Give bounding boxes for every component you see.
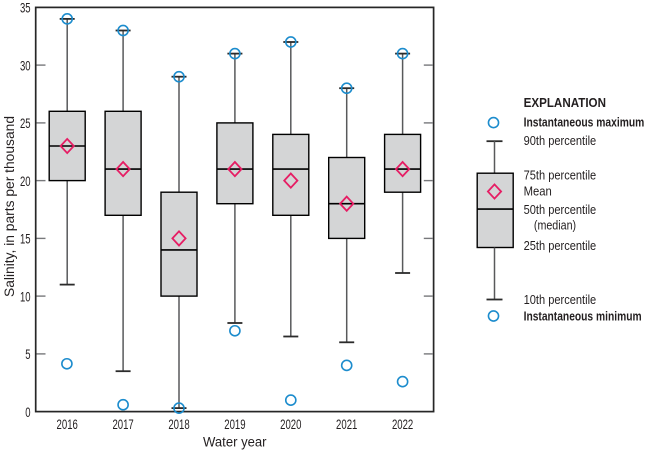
svg-text:20: 20 (20, 173, 31, 189)
svg-text:0: 0 (25, 404, 30, 420)
svg-text:75th percentile: 75th percentile (524, 169, 597, 183)
svg-text:25: 25 (20, 115, 31, 131)
svg-text:2017: 2017 (112, 416, 133, 432)
svg-text:25th percentile: 25th percentile (524, 239, 597, 253)
svg-text:30: 30 (20, 57, 31, 73)
svg-text:(median): (median) (534, 219, 576, 233)
svg-text:5: 5 (25, 346, 30, 362)
svg-text:50th percentile: 50th percentile (524, 203, 597, 217)
svg-text:Water year: Water year (203, 435, 267, 450)
svg-text:15: 15 (20, 231, 31, 247)
svg-text:2022: 2022 (392, 416, 413, 432)
svg-text:2016: 2016 (57, 416, 78, 432)
svg-text:10: 10 (20, 288, 31, 304)
svg-text:Instantaneous maximum: Instantaneous maximum (524, 116, 645, 130)
svg-text:90th percentile: 90th percentile (524, 134, 597, 148)
svg-text:35: 35 (20, 0, 31, 16)
svg-text:2019: 2019 (224, 416, 245, 432)
svg-text:EXPLANATION: EXPLANATION (524, 96, 606, 110)
svg-text:10th percentile: 10th percentile (524, 293, 597, 307)
svg-text:2018: 2018 (168, 416, 189, 432)
svg-text:Instantaneous minimum: Instantaneous minimum (524, 310, 642, 324)
svg-text:Mean: Mean (524, 185, 552, 199)
svg-text:2020: 2020 (280, 416, 301, 432)
svg-text:2021: 2021 (336, 416, 357, 432)
svg-text:Salinity, in parts per thousan: Salinity, in parts per thousand (2, 116, 17, 297)
